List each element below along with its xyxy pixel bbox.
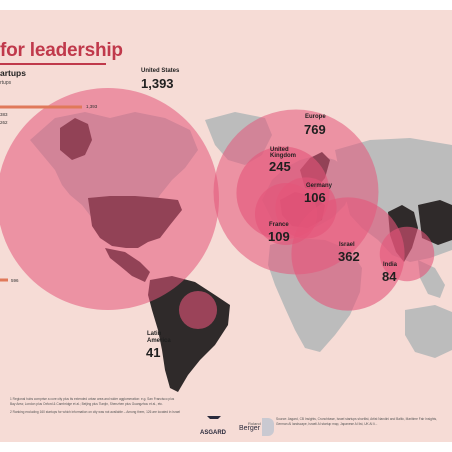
label-latam-name-2: America xyxy=(147,338,171,344)
bubble-layer xyxy=(0,88,435,330)
australia-land xyxy=(405,305,452,358)
bar-value-1: 1,393 xyxy=(86,104,98,109)
bar-value-3: 262 xyxy=(0,120,8,125)
bubble-latin-america xyxy=(178,290,218,330)
label-france-value: 109 xyxy=(268,229,290,244)
source-line-1: Source: Asgard, CB Insights, Crunchbase,… xyxy=(276,417,438,421)
chart-title: for leadership xyxy=(0,40,123,61)
label-europe-value: 769 xyxy=(304,122,326,137)
bubble-united-states xyxy=(0,88,219,310)
bar-layer xyxy=(0,105,82,282)
berger-logo-mark xyxy=(262,418,274,436)
bar-value-4: 596 xyxy=(11,278,19,283)
label-latam-name-1: Latin xyxy=(147,331,162,337)
label-uk-name-1: United xyxy=(270,147,289,153)
bubble-india xyxy=(379,226,435,282)
label-us-value: 1,393 xyxy=(141,76,174,91)
footnote-1b: Bay Area; London plus Oxford & Cambridge… xyxy=(10,402,163,406)
chart-subtitle: artups xyxy=(0,68,26,78)
asgard-logo: ASGARD xyxy=(200,430,227,436)
label-us-name: United States xyxy=(141,68,180,74)
label-germany-value: 106 xyxy=(304,190,326,205)
bubble-israel xyxy=(291,197,405,311)
label-india-name: India xyxy=(383,262,398,268)
label-europe-name: Europe xyxy=(305,114,326,120)
label-france-name: France xyxy=(269,222,289,228)
label-uk-name-2: Kingdom xyxy=(270,153,296,159)
label-india-value: 84 xyxy=(382,269,397,284)
title-rule xyxy=(0,63,106,65)
berger-logo: Berger xyxy=(239,425,261,432)
label-israel-value: 362 xyxy=(338,249,360,264)
label-israel-name: Israel xyxy=(339,242,355,248)
label-uk-value: 245 xyxy=(269,159,291,174)
ranking-bar-4 xyxy=(0,278,8,282)
source-line-2: German AI landscape, Israeli AI startup … xyxy=(276,422,378,426)
label-latam-value: 41 xyxy=(146,345,161,360)
china-land xyxy=(418,200,452,245)
footnote-2: 2 Ranking excluding 160 startups for whi… xyxy=(10,410,181,414)
asgard-logo-mark xyxy=(207,416,221,428)
chart-subtitle-2: rtups xyxy=(0,80,12,86)
bar-value-2: 383 xyxy=(0,112,8,117)
ranking-bar-1 xyxy=(0,105,82,109)
footnote-1: 1 Regional hubs comprise a core city plu… xyxy=(10,397,175,401)
berger-logo-small: Roland xyxy=(248,421,261,426)
label-germany-name: Germany xyxy=(306,183,333,189)
